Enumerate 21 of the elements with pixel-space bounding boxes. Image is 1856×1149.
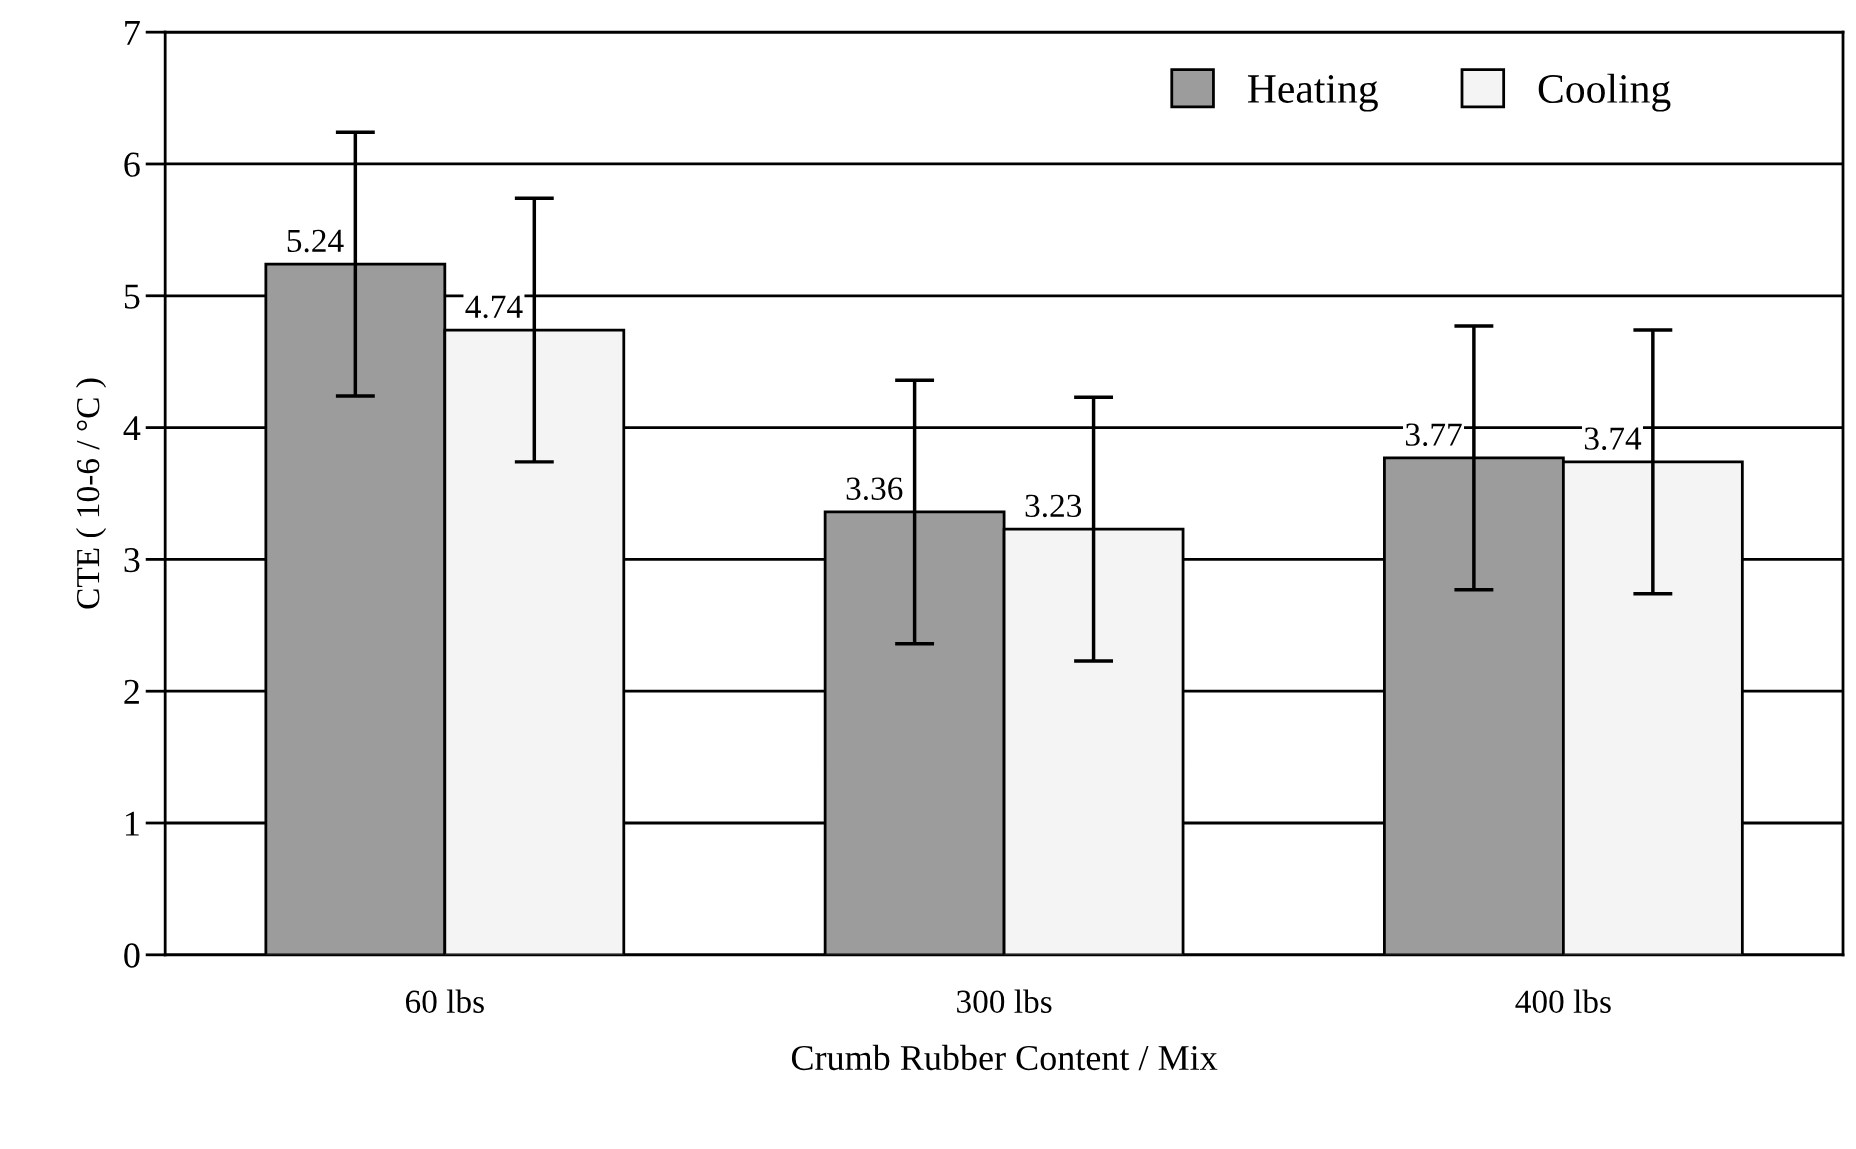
data-label: 3.23 <box>1025 494 1082 518</box>
y-tick-label: 5 <box>124 284 140 309</box>
legend-label: Heating <box>1247 75 1378 112</box>
y-axis-title: CTE ( 10-6 / °C ) <box>75 378 107 609</box>
y-tick-label: 4 <box>123 416 141 441</box>
data-label: 3.36 <box>846 477 903 501</box>
x-axis-title: Crumb Rubber Content / Mix <box>791 1044 1218 1071</box>
y-tick-label: 2 <box>124 679 139 704</box>
x-tick-label: 400 lbs <box>1515 989 1611 1013</box>
legend-label: Cooling <box>1538 73 1671 112</box>
data-label: 3.77 <box>1405 423 1462 447</box>
data-label: 3.74 <box>1584 427 1642 450</box>
y-tick-label: 3 <box>124 548 140 573</box>
x-tick-label: 60 lbs <box>405 989 484 1013</box>
data-label: 4.74 <box>465 295 523 319</box>
data-label: 5.24 <box>287 229 344 253</box>
x-tick-label: 300 lbs <box>957 989 1052 1013</box>
y-tick-label: 1 <box>126 811 139 836</box>
y-tick-label: 0 <box>124 943 140 968</box>
y-tick-label: 6 <box>124 152 140 177</box>
y-tick-label: 7 <box>125 21 140 45</box>
